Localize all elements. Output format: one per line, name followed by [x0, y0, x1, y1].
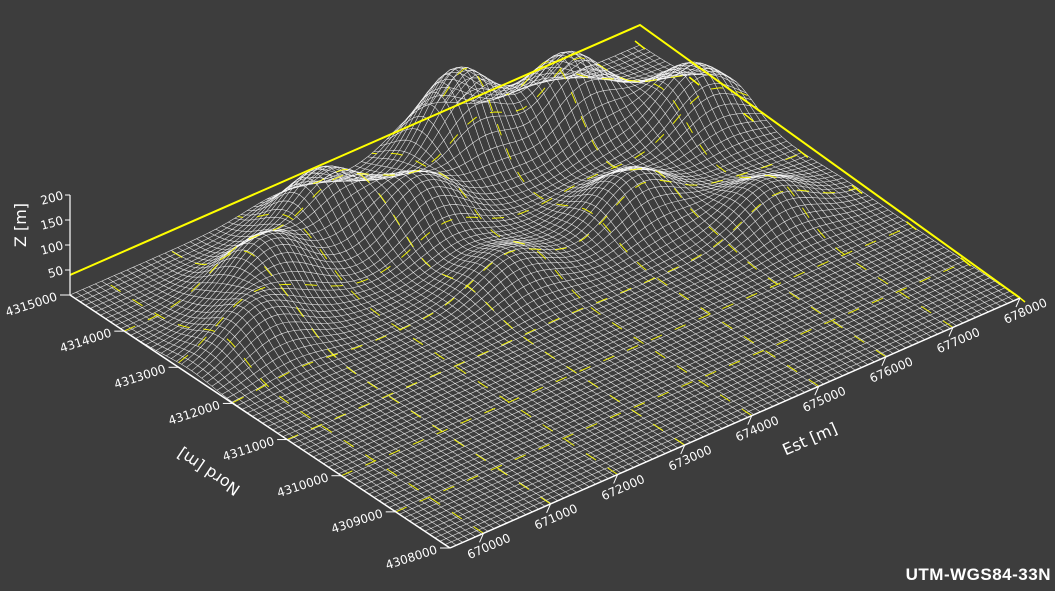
x-tick-label: 673000	[666, 443, 714, 474]
z-axis-title: Z [m]	[11, 203, 30, 247]
crs-label: UTM-WGS84-33N	[905, 565, 1051, 584]
grid-line-x	[572, 71, 954, 328]
frame-tick	[634, 40, 646, 50]
y-axis-line	[69, 294, 451, 549]
x-tick-label: 670000	[465, 531, 513, 562]
z-tick-label: 50	[46, 263, 64, 280]
x-tick-label: 671000	[532, 501, 580, 532]
frame-tick	[960, 257, 972, 267]
x-tick-mark	[881, 356, 887, 367]
x-tick-mark	[948, 327, 954, 337]
axes	[60, 194, 1021, 549]
z-tick-label: 150	[39, 213, 65, 232]
x-tick-label: 674000	[733, 413, 781, 444]
x-tick-label: 672000	[599, 472, 647, 503]
x-tick-mark	[1015, 297, 1021, 308]
z-tick-label: 100	[39, 238, 65, 257]
x-tick-mark	[613, 474, 619, 484]
grid-line-x	[304, 168, 685, 446]
y-tick-label: 4311000	[221, 434, 276, 464]
x-tick-mark	[479, 533, 484, 543]
y-tick-label: 4308000	[384, 543, 439, 573]
y-tick-label: 4310000	[275, 470, 330, 500]
frame-tick	[905, 221, 917, 231]
frame-tick	[797, 148, 809, 159]
x-tick-mark	[680, 444, 686, 455]
x-tick-label: 676000	[867, 354, 915, 385]
x-tick-mark	[814, 386, 820, 396]
grid-line-y	[178, 87, 749, 363]
frame-outline	[69, 23, 1026, 303]
z-tick-label: 200	[39, 188, 65, 207]
x-tick-mark	[747, 415, 753, 425]
yellow-grid	[103, 57, 966, 534]
y-tick-label: 4314000	[58, 326, 113, 356]
frame-tick	[743, 112, 755, 122]
frame-tick	[851, 184, 863, 195]
frame-edge	[69, 23, 1021, 299]
x-axis-title: Est [m]	[779, 419, 840, 460]
x-tick-label: 678000	[1002, 296, 1050, 327]
x-axis-line	[449, 297, 1021, 549]
x-tick-mark	[546, 503, 552, 514]
x-tick-label: 675000	[800, 384, 848, 415]
y-tick-label: 4309000	[329, 506, 384, 536]
grid-line-y	[124, 57, 695, 332]
y-tick-label: 4315000	[4, 290, 59, 320]
grid-line-y	[232, 152, 804, 404]
grid-line-x	[505, 60, 887, 358]
grid-line-x	[170, 250, 551, 505]
y-tick-label: 4312000	[167, 398, 222, 428]
grid-line-x	[371, 152, 753, 417]
frame-tick	[688, 76, 700, 86]
y-tick-label: 4313000	[112, 362, 167, 392]
